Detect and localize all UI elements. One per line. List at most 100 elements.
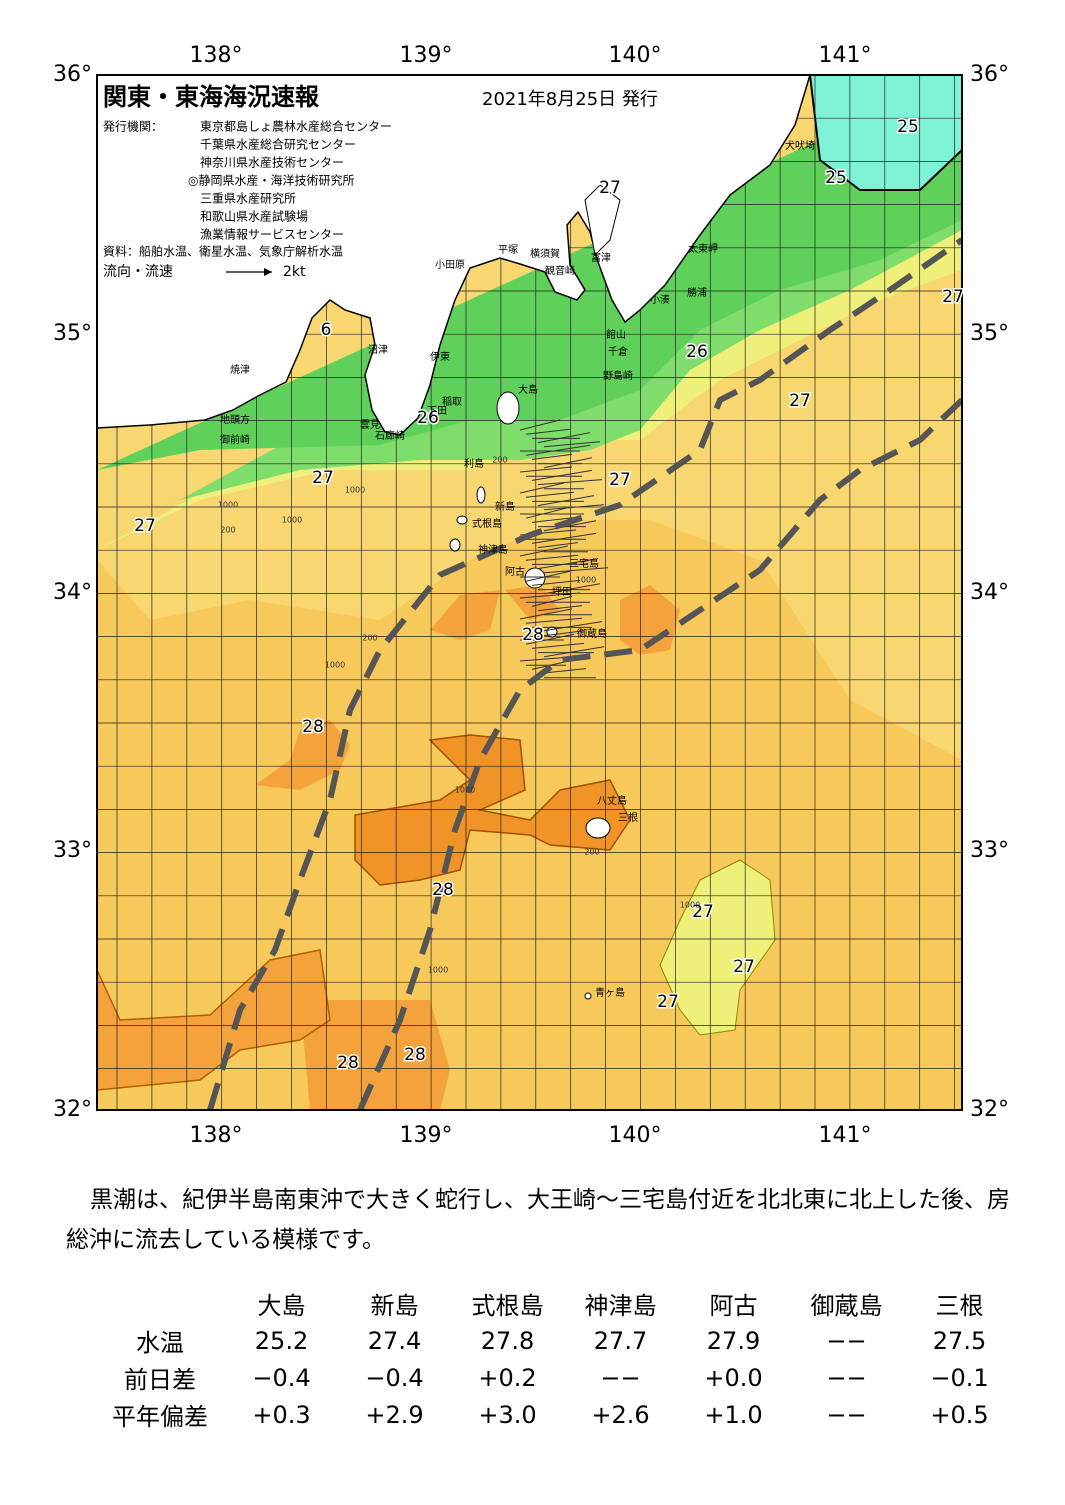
table-row: 前日差 −0.4 −0.4 +0.2 −− +0.0 −− −0.1 bbox=[95, 1359, 1016, 1396]
depth-label: 200 bbox=[584, 848, 599, 857]
lon-label: 141° bbox=[819, 43, 872, 68]
place-name: 三根 bbox=[618, 811, 638, 824]
place-name: 三宅島 bbox=[569, 557, 599, 570]
current-arrow bbox=[531, 453, 573, 460]
place-name: 神津島 bbox=[478, 543, 508, 556]
depth-label: 200 bbox=[492, 456, 507, 465]
current-arrow bbox=[543, 441, 601, 448]
table-cell: +2.6 bbox=[591, 1400, 650, 1429]
lat-label: 33° bbox=[970, 838, 1009, 863]
place-name: 横須賀 bbox=[530, 247, 560, 260]
column-header: 神津島 bbox=[584, 1292, 657, 1320]
depth-label: 1000 bbox=[325, 661, 345, 670]
place-name: 式根島 bbox=[472, 517, 502, 530]
temperature-label: 25 bbox=[825, 168, 847, 188]
lon-label: 140° bbox=[609, 1123, 662, 1148]
date: 2021年8月25日 発行 bbox=[482, 89, 658, 110]
temperature-label: 28 bbox=[302, 717, 324, 737]
table-cell: +0.3 bbox=[252, 1400, 311, 1429]
lat-label: 34° bbox=[970, 580, 1009, 605]
place-name: 小湊 bbox=[650, 293, 670, 306]
lon-label: 138° bbox=[190, 1123, 243, 1148]
row-label: 前日差 bbox=[124, 1366, 196, 1394]
current-arrow bbox=[525, 444, 591, 456]
table-row: 水温 25.2 27.4 27.8 27.7 27.9 −− 27.5 bbox=[95, 1322, 1016, 1359]
table-cell: +0.2 bbox=[478, 1363, 537, 1392]
map-area bbox=[97, 75, 962, 1110]
legend-label: 流向・流速 bbox=[103, 264, 173, 280]
place-name: 稲取 bbox=[442, 396, 462, 408]
lon-label: 141° bbox=[819, 1123, 872, 1148]
temperature-label: 27 bbox=[657, 992, 679, 1012]
lat-label: 35° bbox=[53, 321, 92, 346]
current-arrow bbox=[537, 479, 603, 486]
place-name: 坪田 bbox=[552, 585, 572, 598]
temperature-label: 27 bbox=[599, 178, 621, 198]
temperature-label: 27 bbox=[134, 516, 156, 536]
current-arrow bbox=[537, 432, 591, 444]
map: 関東・東海海況速報 2021年8月25日 発行 発行機関： 東京都島しょ農林水産… bbox=[53, 43, 1009, 1148]
row-label: 平年偏差 bbox=[112, 1403, 208, 1431]
place-name: 御蔵島 bbox=[577, 627, 607, 640]
temperature-label: 28 bbox=[522, 625, 544, 645]
lat-label: 32° bbox=[970, 1097, 1009, 1122]
place-name: 利島 bbox=[464, 457, 484, 470]
legend-speed: 2kt bbox=[283, 264, 306, 280]
agency: 和歌山県水産試験場 bbox=[200, 209, 308, 224]
current-arrow bbox=[543, 504, 605, 511]
current-arrow bbox=[519, 545, 569, 557]
place-name: 八丈島 bbox=[597, 794, 627, 807]
agencies: 東京都島しょ農林水産総合センター千葉県水産総合研究センター神奈川県水産技術センタ… bbox=[188, 119, 392, 242]
table-cell: −− bbox=[826, 1400, 867, 1429]
depth-label: 1000 bbox=[345, 486, 365, 495]
temperature-label: 27 bbox=[609, 470, 631, 490]
column-header: 大島 bbox=[257, 1292, 306, 1320]
current-arrow bbox=[519, 482, 565, 494]
table-row: 平年偏差 +0.3 +2.9 +3.0 +2.6 +1.0 −− +0.5 bbox=[95, 1396, 1016, 1433]
lon-label: 139° bbox=[400, 1123, 453, 1148]
temperature-label: 26 bbox=[417, 408, 439, 428]
lon-label: 138° bbox=[190, 43, 243, 68]
temperature-label: 27 bbox=[312, 468, 334, 488]
table-cell: 27.8 bbox=[480, 1326, 535, 1355]
table-cell: 27.5 bbox=[932, 1326, 987, 1355]
temperature-label: 6 bbox=[321, 320, 332, 340]
current-arrow bbox=[531, 532, 597, 544]
place-name: 下田 bbox=[427, 406, 447, 417]
source: 資料：船舶水温、衛星水温、気象庁解析水温 bbox=[103, 244, 343, 259]
place-name: 観音崎 bbox=[545, 264, 575, 277]
agency: 漁業情報サービスセンター bbox=[200, 228, 344, 242]
agency: 神奈川県水産技術センター bbox=[200, 155, 344, 170]
lon-label: 140° bbox=[609, 43, 662, 68]
map-labels: 138° 138° 139° 139° 140° 140° 141° 141° 36° 36° 35… bbox=[53, 43, 1009, 1148]
title: 関東・東海海況速報 bbox=[103, 83, 320, 111]
place-name: 伊東 bbox=[430, 350, 450, 363]
place-name: 野島崎 bbox=[603, 369, 633, 382]
current-arrow bbox=[525, 633, 575, 645]
current-arrow bbox=[531, 516, 577, 523]
agency: 東京都島しょ農林水産総合センター bbox=[200, 119, 392, 134]
current-arrow bbox=[543, 646, 605, 658]
depth-label: 1000 bbox=[282, 516, 302, 525]
table-cell: +1.0 bbox=[704, 1400, 763, 1429]
table-header-row: 大島 新島 式根島 神津島 阿古 御蔵島 三根 bbox=[95, 1285, 1016, 1322]
current-arrow bbox=[525, 428, 571, 435]
place-name: 犬吠埼 bbox=[785, 139, 815, 152]
table-cell: 27.7 bbox=[593, 1326, 648, 1355]
place-name: 沼津 bbox=[368, 343, 388, 356]
agency: 三重県水産研究所 bbox=[200, 191, 296, 206]
current-arrow bbox=[519, 608, 573, 620]
temperature-label: 28 bbox=[337, 1053, 359, 1073]
current-arrow bbox=[543, 457, 593, 469]
place-name: 太東岬 bbox=[688, 242, 718, 255]
place-name: 地頭方 bbox=[220, 413, 250, 426]
table-cell: −− bbox=[826, 1363, 867, 1392]
current-arrow bbox=[537, 542, 579, 549]
legend-arrowhead bbox=[264, 268, 272, 276]
table-cell: 27.4 bbox=[367, 1326, 422, 1355]
map-frame bbox=[96, 74, 963, 1111]
current-arrow bbox=[525, 617, 583, 624]
table-cell: +0.5 bbox=[930, 1400, 989, 1429]
agency: ◎静岡県水産・海洋技術研究所 bbox=[188, 173, 354, 188]
current-arrow bbox=[543, 520, 597, 532]
